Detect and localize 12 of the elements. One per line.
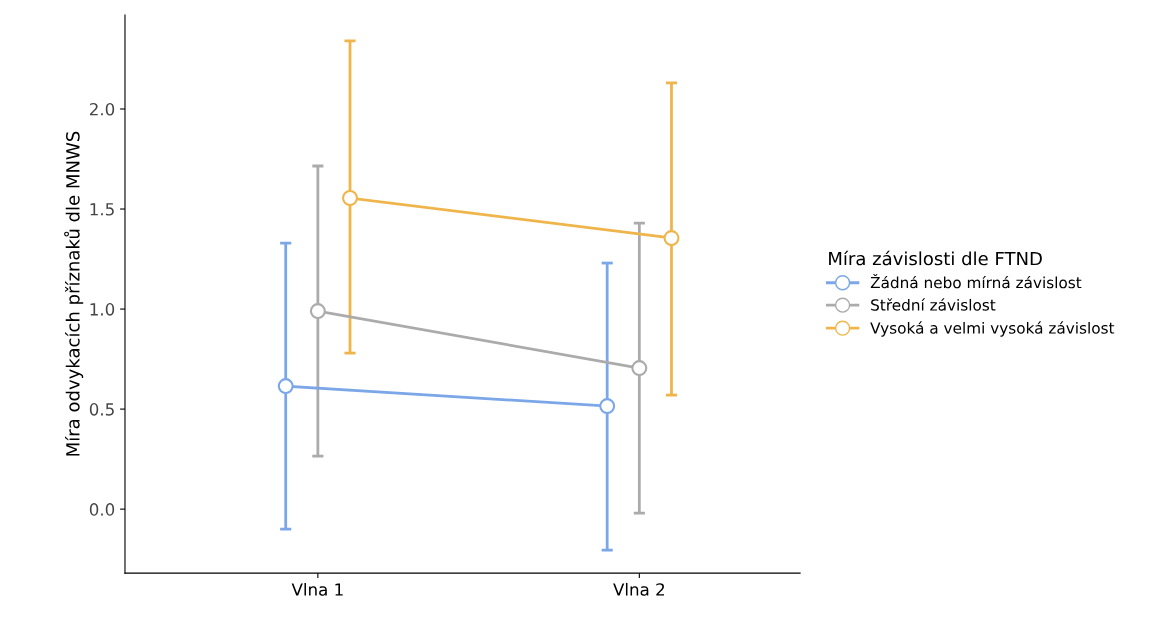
legend-label: Střední závislost (871, 298, 996, 311)
legend-title: Míra závislosti dle FTND (829, 250, 1042, 266)
legend-label: Vysoká a velmi vysoká závislost (870, 321, 1115, 337)
x-tick-label: Vlna 2 (613, 582, 665, 596)
y-tick-label: 2.0 (89, 102, 115, 116)
y-tick-label: 0.0 (89, 503, 115, 516)
x-tick-label: Vlna 1 (291, 582, 343, 596)
y-axis-title: Míra odvykacích příznaků dle MNWS (64, 131, 84, 456)
legend-label: Žádná nebo mírná závislost (870, 273, 1082, 289)
y-tick-label: 1.0 (90, 303, 115, 316)
y-tick-label: 1.5 (90, 203, 114, 216)
y-tick-label: 0.5 (89, 403, 114, 416)
